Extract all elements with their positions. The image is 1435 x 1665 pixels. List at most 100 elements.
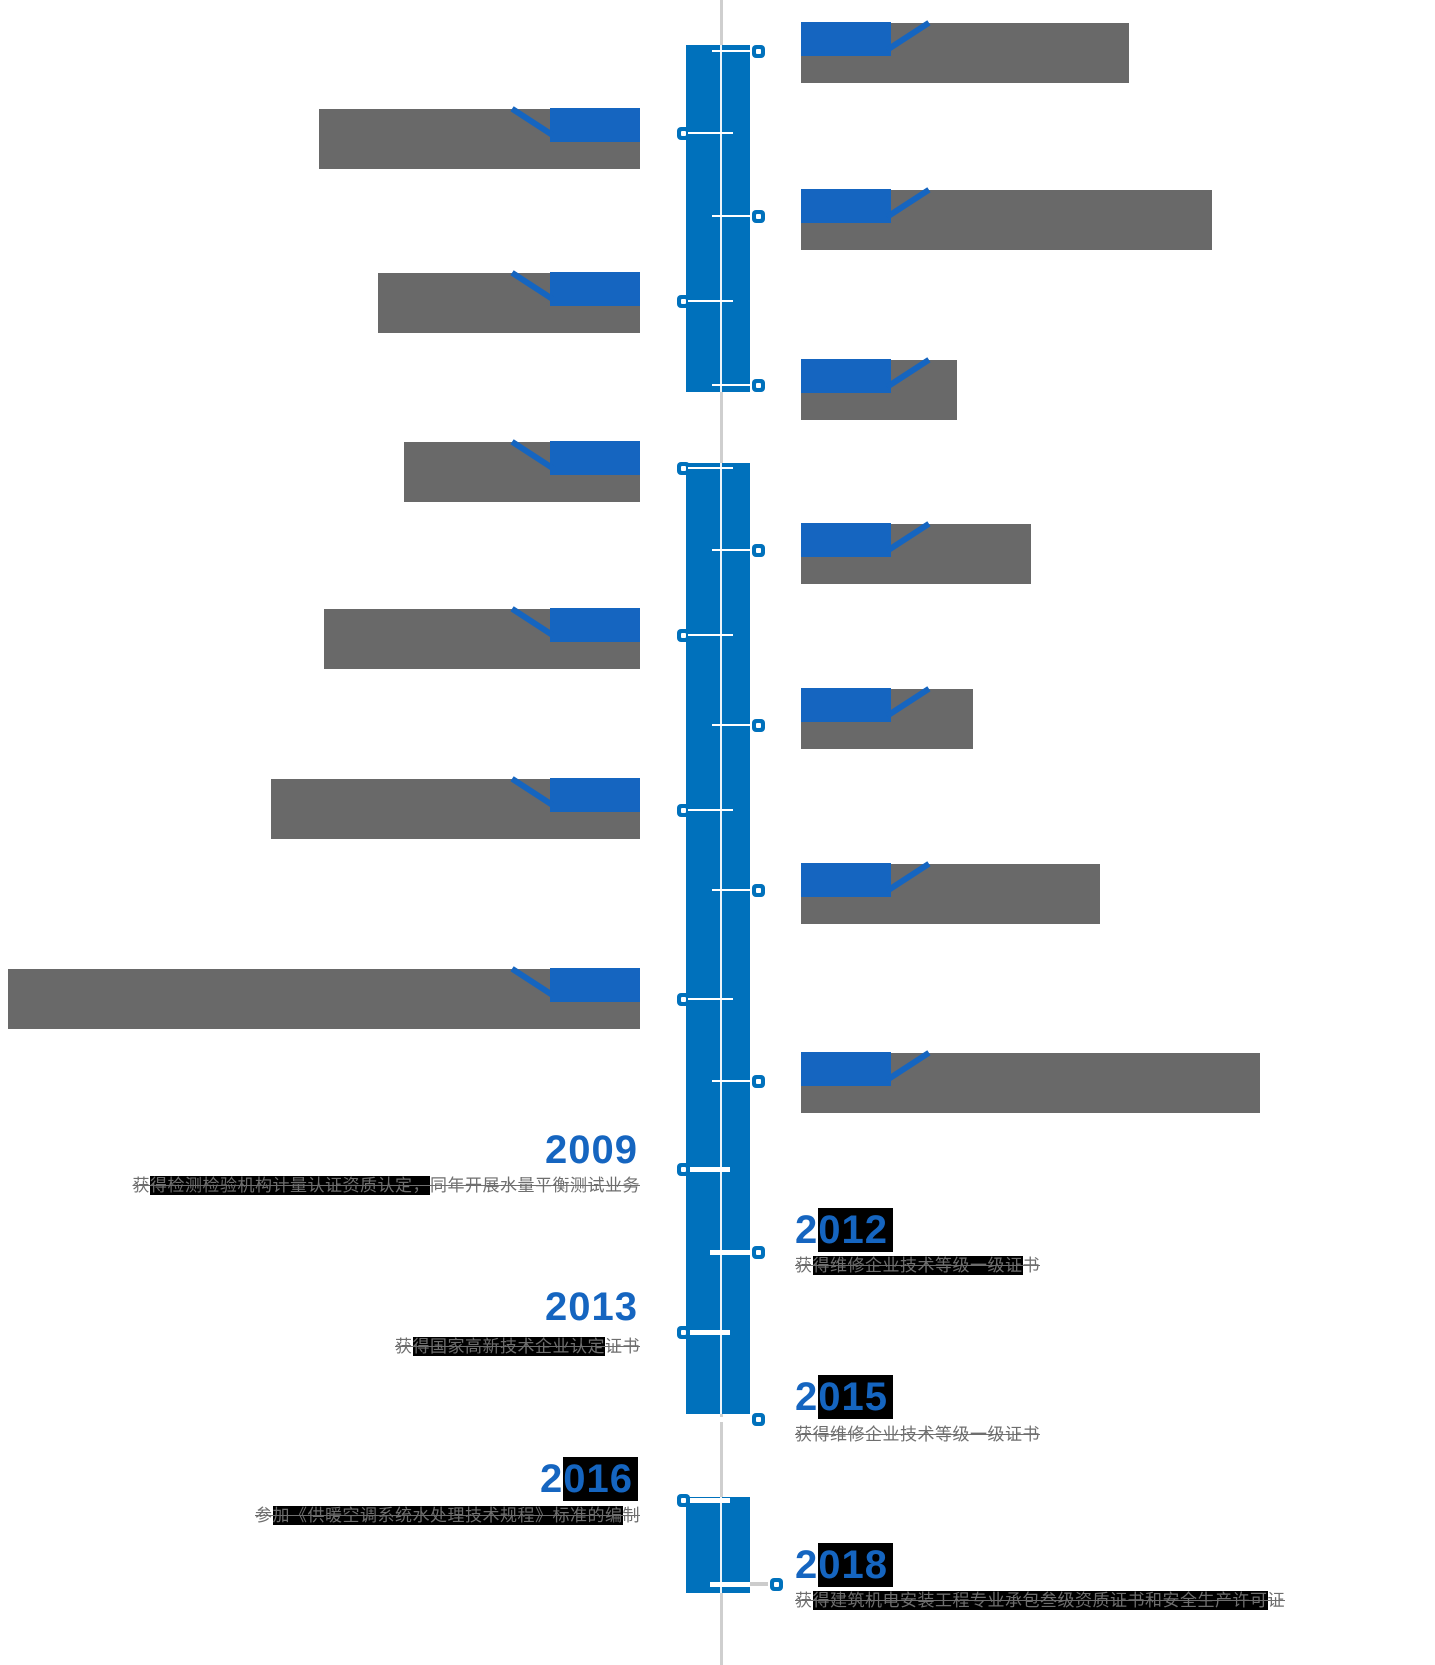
milestone-description: 参加《供暖空调系统水处理技术规程》标准的编制 <box>255 1506 640 1526</box>
milestone-desc-plain: 书 <box>1022 1256 1040 1275</box>
timeline-node-marker-hole <box>756 383 761 388</box>
milestone-placeholder-block <box>271 776 640 839</box>
timeline-node-marker[interactable] <box>752 1413 765 1426</box>
milestone-year: 2013 <box>545 1285 638 1329</box>
milestone-year: 2018 <box>795 1543 893 1587</box>
milestone-desc-plain: 制 <box>622 1506 640 1525</box>
milestone-year-plain: 2 <box>795 1543 819 1587</box>
year-blob-sliver <box>885 861 931 894</box>
milestone-year: 2012 <box>795 1208 893 1252</box>
year-blob-mass <box>801 1052 891 1086</box>
timeline-tick <box>688 634 733 636</box>
milestone-desc-plain: 获得维修企业技术等级一级证书 <box>795 1425 1040 1444</box>
year-blob-sliver <box>510 270 556 303</box>
milestone-hidden-year-blob <box>801 1048 932 1086</box>
milestone-desc-plain: 参 <box>255 1506 273 1525</box>
timeline-tick <box>688 809 733 811</box>
milestone-year-plain: 2009 <box>545 1128 638 1172</box>
milestone-desc-plain: 获 <box>395 1337 413 1356</box>
milestone-hidden-year-blob <box>509 437 640 475</box>
milestone-placeholder-block <box>801 20 1129 83</box>
milestone-hidden-year-blob <box>801 18 932 56</box>
year-blob-mass <box>801 863 891 897</box>
timeline-tick <box>712 724 751 726</box>
timeline-node-marker-hole <box>756 888 761 893</box>
timeline-node-marker[interactable] <box>752 210 765 223</box>
milestone-year-selected: 012 <box>818 1208 893 1252</box>
timeline-tick <box>712 215 751 217</box>
timeline-tick <box>688 998 733 1000</box>
timeline-bar-segment <box>686 45 750 392</box>
timeline-tick <box>710 1417 750 1422</box>
milestone-desc-selected: 得检测检验机构计量认证资质认定， <box>150 1176 430 1195</box>
year-blob-mass <box>801 523 891 557</box>
timeline-node-marker-hole <box>681 1498 686 1503</box>
timeline-tick <box>688 467 733 469</box>
timeline-node-marker[interactable] <box>752 1246 765 1259</box>
milestone-year-selected: 015 <box>818 1375 893 1419</box>
timeline-node-marker-hole <box>774 1582 779 1587</box>
year-blob-mass <box>550 968 640 1002</box>
timeline-node-marker-hole <box>756 1079 761 1084</box>
milestone-year-plain: 2013 <box>545 1285 638 1329</box>
milestone-year-selected: 016 <box>563 1457 638 1501</box>
timeline-tick <box>712 889 751 891</box>
milestone-placeholder-block <box>404 439 640 502</box>
milestone-desc-selected: 得建筑机电安装工程专业承包叁级资质证书和安全生产许可 <box>812 1591 1268 1610</box>
milestone-description: 获得建筑机电安装工程专业承包叁级资质证书和安全生产许可证 <box>795 1591 1285 1611</box>
year-blob-mass <box>550 778 640 812</box>
milestone-placeholder-block <box>801 357 957 420</box>
milestone-placeholder-block <box>801 686 973 749</box>
year-blob-sliver <box>885 357 931 390</box>
milestone-desc-selected: 得国家高新技术企业认定 <box>412 1337 605 1356</box>
milestone-hidden-year-blob <box>801 355 932 393</box>
milestone-placeholder-block <box>319 106 640 169</box>
timeline-tick <box>688 132 733 134</box>
year-blob-sliver <box>885 187 931 220</box>
milestone-hidden-year-blob <box>801 185 932 223</box>
year-blob-mass <box>550 108 640 142</box>
milestone-description: 获得国家高新技术企业认定证书 <box>395 1337 640 1357</box>
timeline-node-marker[interactable] <box>752 379 765 392</box>
timeline-node-marker-hole <box>681 997 686 1002</box>
milestone-desc-plain: 获 <box>795 1591 813 1610</box>
timeline-node-marker-hole <box>681 1167 686 1172</box>
year-blob-sliver <box>510 606 556 639</box>
timeline-node-marker[interactable] <box>752 719 765 732</box>
milestone-hidden-year-blob <box>509 268 640 306</box>
milestone-year-plain: 2 <box>795 1208 819 1252</box>
year-blob-mass <box>801 189 891 223</box>
milestone-description: 获得检测检验机构计量认证资质认定，同年开展水量平衡测试业务 <box>133 1176 641 1196</box>
milestone-desc-plain: 证 <box>1267 1591 1285 1610</box>
timeline-node-marker[interactable] <box>770 1578 783 1591</box>
timeline-node-marker-hole <box>681 633 686 638</box>
timeline-node-marker-hole <box>756 49 761 54</box>
year-blob-sliver <box>510 776 556 809</box>
timeline-node-marker-hole <box>756 1250 761 1255</box>
timeline-node-marker[interactable] <box>752 1075 765 1088</box>
year-blob-mass <box>550 441 640 475</box>
timeline-node-marker[interactable] <box>752 45 765 58</box>
timeline-node-marker[interactable] <box>752 544 765 557</box>
timeline-tick <box>690 1330 730 1335</box>
milestone-year-selected: 018 <box>818 1543 893 1587</box>
timeline-bar-segment <box>686 1497 750 1593</box>
timeline-bar-centerline <box>720 45 722 392</box>
timeline-tick <box>688 300 733 302</box>
timeline-tick <box>712 549 751 551</box>
milestone-placeholder-block <box>801 521 1031 584</box>
timeline-tick <box>690 1498 730 1503</box>
year-blob-sliver <box>885 686 931 719</box>
milestone-year: 2015 <box>795 1375 893 1419</box>
milestone-placeholder-block <box>801 1050 1260 1113</box>
milestone-hidden-year-blob <box>509 774 640 812</box>
milestone-desc-selected: 加《供暖空调系统水处理技术规程》标准的编 <box>272 1506 623 1525</box>
year-blob-sliver <box>885 521 931 554</box>
timeline-node-marker-hole <box>681 808 686 813</box>
milestone-hidden-year-blob <box>509 964 640 1002</box>
milestone-desc-plain: 获 <box>795 1256 813 1275</box>
timeline-node-marker[interactable] <box>752 884 765 897</box>
timeline-tick <box>710 1582 750 1587</box>
timeline-node-marker-hole <box>681 299 686 304</box>
milestone-hidden-year-blob <box>509 604 640 642</box>
